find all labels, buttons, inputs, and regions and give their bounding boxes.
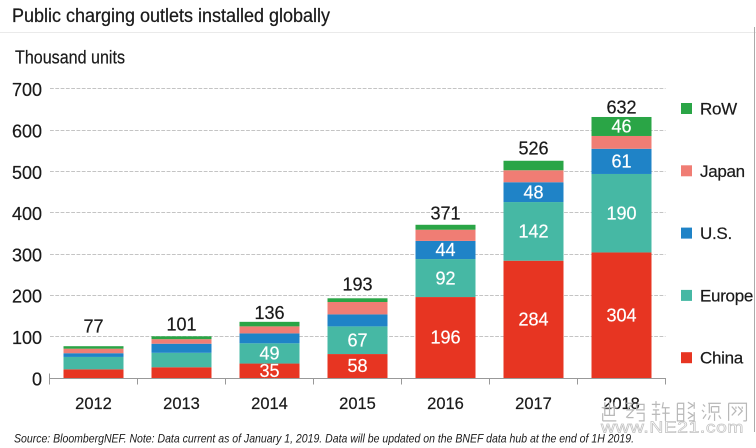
svg-text:400: 400 [12,204,42,224]
svg-text:www.NE21.com: www.NE21.com [600,420,744,437]
svg-text:46: 46 [611,117,631,137]
svg-text:190: 190 [606,203,636,223]
svg-text:200: 200 [12,287,42,307]
svg-text:2012: 2012 [75,395,112,413]
svg-text:142: 142 [518,222,548,242]
svg-text:632: 632 [606,98,636,118]
svg-text:58: 58 [347,356,367,376]
svg-text:2013: 2013 [163,395,200,413]
svg-text:Thousand units: Thousand units [15,48,125,68]
svg-text:304: 304 [606,305,636,325]
svg-text:526: 526 [518,138,548,158]
svg-text:49: 49 [259,344,279,364]
svg-text:RoW: RoW [700,100,737,119]
svg-text:44: 44 [435,240,455,260]
svg-text:2014: 2014 [251,395,288,413]
svg-text:U.S.: U.S. [700,224,732,243]
svg-text:101: 101 [166,315,196,335]
svg-text:136: 136 [254,303,284,323]
svg-text:2018: 2018 [603,395,640,413]
svg-text:300: 300 [12,245,42,265]
svg-text:Public charging outlets instal: Public charging outlets installed global… [12,6,330,27]
svg-text:196: 196 [430,328,460,348]
svg-text:92: 92 [435,268,455,288]
svg-text:61: 61 [611,152,631,172]
svg-text:2017: 2017 [515,395,552,413]
svg-text:700: 700 [12,80,42,100]
svg-text:77: 77 [83,316,103,336]
svg-text:67: 67 [347,330,367,350]
svg-text:2015: 2015 [339,395,376,413]
svg-text:600: 600 [12,122,42,142]
svg-text:China: China [700,349,744,368]
svg-text:48: 48 [523,182,543,202]
svg-text:0: 0 [32,369,42,389]
svg-text:Japan: Japan [700,162,745,181]
svg-text:100: 100 [12,328,42,348]
svg-text:193: 193 [342,275,372,295]
svg-text:284: 284 [518,310,548,330]
svg-text:35: 35 [259,361,279,381]
svg-text:500: 500 [12,163,42,183]
svg-text:Source: BloombergNEF. Note: Da: Source: BloombergNEF. Note: Data current… [14,432,634,446]
svg-text:Europe: Europe [700,286,753,305]
svg-text:371: 371 [430,204,460,224]
svg-text:2016: 2016 [427,395,464,413]
